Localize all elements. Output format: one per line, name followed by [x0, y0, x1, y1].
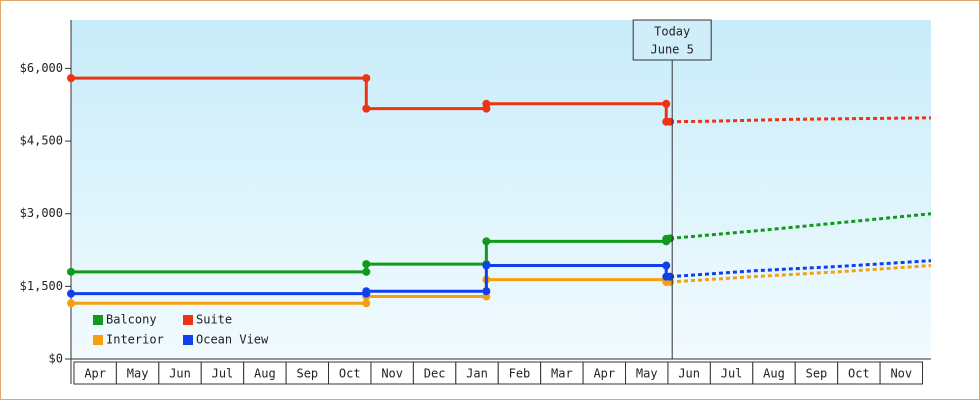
x-tick-label: Nov	[381, 367, 403, 381]
x-tick-label: May	[636, 367, 658, 381]
point	[362, 260, 371, 269]
point	[67, 289, 75, 298]
legend-label: Suite	[196, 313, 232, 327]
today-label: Today	[654, 25, 690, 39]
y-tick-label: $3,000	[20, 206, 63, 220]
point	[662, 261, 671, 270]
y-tick-label: $6,000	[20, 61, 63, 75]
legend-swatch	[183, 315, 193, 325]
point	[67, 267, 75, 276]
x-tick-label: Nov	[890, 367, 912, 381]
x-tick-label: Oct	[339, 367, 361, 381]
x-tick-label: Sep	[806, 367, 828, 381]
x-tick-label: Sep	[296, 367, 318, 381]
point	[666, 234, 675, 243]
point	[662, 99, 671, 108]
today-box	[632, 19, 712, 61]
point	[666, 117, 675, 126]
y-tick-label: $4,500	[20, 134, 63, 148]
x-tick-label: Jun	[678, 367, 700, 381]
legend-swatch	[183, 335, 193, 345]
x-tick-label: May	[127, 367, 149, 381]
point	[362, 74, 371, 83]
legend-label: Balcony	[106, 313, 157, 327]
legend-label: Ocean View	[196, 333, 269, 347]
x-tick-label: Feb	[509, 367, 531, 381]
x-tick-label: Aug	[254, 367, 276, 381]
x-tick-label: Apr	[84, 367, 106, 381]
x-tick-label: Jan	[466, 367, 488, 381]
point	[362, 267, 371, 276]
x-tick-label: Apr	[593, 367, 615, 381]
legend-swatch	[93, 335, 103, 345]
point	[666, 272, 675, 281]
y-tick-label: $0	[49, 352, 63, 366]
x-tick-label: Mar	[551, 367, 573, 381]
point	[482, 287, 491, 296]
point	[482, 237, 491, 246]
point	[482, 99, 491, 108]
point	[362, 104, 371, 113]
x-tick-label: Aug	[763, 367, 785, 381]
y-tick-label: $1,500	[20, 279, 63, 293]
point	[482, 261, 491, 270]
legend-label: Interior	[106, 333, 164, 347]
point	[67, 74, 75, 83]
x-tick-label: Dec	[424, 367, 446, 381]
month-box	[879, 361, 924, 385]
point	[362, 287, 371, 296]
today-label: June 5	[651, 43, 694, 57]
x-tick-label: Jul	[212, 367, 234, 381]
x-tick-label: Jul	[721, 367, 743, 381]
point	[362, 299, 371, 308]
point	[67, 299, 75, 308]
x-tick-label: Oct	[848, 367, 870, 381]
legend-swatch	[93, 315, 103, 325]
plot-area	[71, 20, 931, 360]
x-tick-label: Jun	[169, 367, 191, 381]
